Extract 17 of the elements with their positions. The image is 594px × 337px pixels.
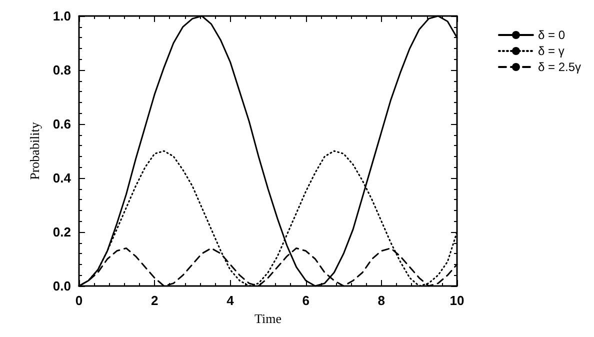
- y-tick-label: 0.8: [52, 62, 71, 78]
- legend-label: δ = γ: [538, 44, 564, 58]
- y-tick-label: 0.6: [52, 116, 71, 132]
- y-tick-label: 1.0: [52, 8, 71, 24]
- y-axis-title: Probability: [27, 122, 42, 180]
- x-tick-label: 8: [378, 293, 386, 308]
- x-tick-label: 4: [226, 293, 235, 308]
- y-tick-label: 0.4: [52, 170, 72, 186]
- x-tick-label: 6: [302, 293, 310, 308]
- legend-label: δ = 2.5γ: [538, 60, 582, 74]
- y-tick-label: 0.2: [52, 224, 71, 240]
- x-tick-label: 0: [75, 293, 83, 308]
- x-axis-title: Time: [254, 310, 282, 326]
- x-tick-label: 2: [150, 293, 158, 308]
- y-tick-label: 0.0: [52, 278, 71, 294]
- legend-label: δ = 0: [538, 28, 566, 42]
- x-tick-label: 10: [450, 293, 464, 308]
